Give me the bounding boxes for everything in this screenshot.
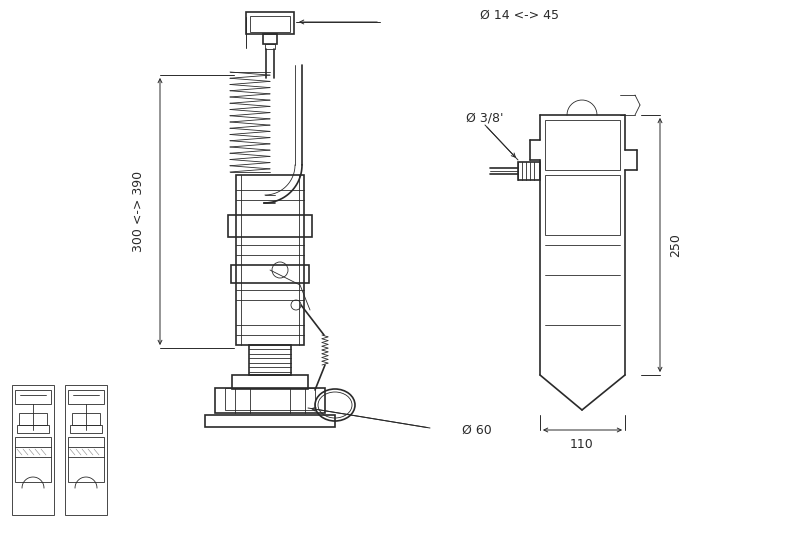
Ellipse shape	[315, 389, 355, 421]
Bar	[15, 390, 51, 404]
Bar	[225, 388, 315, 410]
Bar	[68, 437, 104, 482]
Bar	[68, 390, 104, 404]
Bar	[72, 413, 100, 425]
Bar	[545, 120, 620, 170]
Bar	[65, 385, 107, 515]
Bar	[17, 425, 49, 433]
Bar	[232, 375, 308, 389]
Bar	[246, 12, 294, 34]
Bar	[263, 34, 277, 44]
Bar	[205, 415, 335, 427]
Bar	[15, 437, 51, 482]
Bar	[518, 162, 540, 180]
Text: Ø 14 <-> 45: Ø 14 <-> 45	[480, 9, 559, 21]
Text: 250: 250	[670, 233, 682, 257]
Bar	[231, 265, 309, 283]
Text: Ø 3/8': Ø 3/8'	[466, 111, 504, 125]
Bar	[215, 388, 325, 413]
Bar	[228, 215, 312, 237]
Circle shape	[291, 300, 301, 310]
Bar	[19, 413, 47, 425]
Bar	[265, 44, 275, 49]
Text: Ø 60: Ø 60	[462, 424, 492, 437]
Ellipse shape	[318, 392, 352, 418]
Circle shape	[272, 262, 288, 278]
Bar	[249, 345, 291, 375]
Bar	[545, 175, 620, 235]
Text: 300 <-> 390: 300 <-> 390	[131, 171, 145, 251]
Bar	[70, 425, 102, 433]
Text: 110: 110	[570, 438, 594, 450]
Bar	[250, 16, 290, 32]
Bar	[12, 385, 54, 515]
Bar	[236, 175, 304, 345]
